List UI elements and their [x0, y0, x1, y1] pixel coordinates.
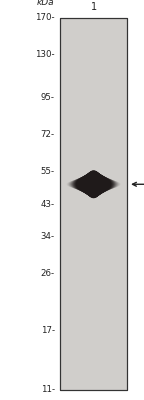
Ellipse shape — [76, 174, 111, 194]
Ellipse shape — [74, 176, 113, 193]
Text: 17-: 17- — [41, 326, 55, 335]
Ellipse shape — [74, 175, 113, 193]
Bar — [60, 18, 127, 390]
Ellipse shape — [82, 172, 105, 197]
Text: 55-: 55- — [41, 167, 55, 176]
Ellipse shape — [75, 175, 112, 194]
Ellipse shape — [71, 177, 116, 192]
Ellipse shape — [85, 170, 102, 198]
Text: 170-: 170- — [35, 14, 55, 22]
Ellipse shape — [77, 174, 111, 194]
Text: 1: 1 — [91, 2, 97, 12]
Ellipse shape — [70, 177, 117, 192]
Ellipse shape — [83, 172, 105, 197]
Ellipse shape — [79, 173, 109, 195]
Ellipse shape — [85, 170, 102, 198]
Bar — [60, 18, 127, 390]
Ellipse shape — [69, 178, 118, 191]
Ellipse shape — [80, 173, 108, 196]
Ellipse shape — [79, 173, 108, 196]
Text: 26-: 26- — [41, 269, 55, 278]
Text: 130-: 130- — [35, 50, 55, 59]
Ellipse shape — [84, 171, 104, 198]
Ellipse shape — [69, 177, 118, 191]
Ellipse shape — [77, 174, 110, 195]
Ellipse shape — [81, 172, 107, 196]
Ellipse shape — [72, 176, 115, 192]
Ellipse shape — [78, 174, 109, 195]
Ellipse shape — [80, 173, 107, 196]
Ellipse shape — [83, 171, 104, 197]
Ellipse shape — [81, 172, 106, 196]
Ellipse shape — [84, 171, 103, 198]
Text: 72-: 72- — [41, 130, 55, 139]
Text: 43-: 43- — [41, 200, 55, 209]
Ellipse shape — [71, 176, 116, 192]
Ellipse shape — [76, 174, 111, 194]
Ellipse shape — [73, 176, 114, 193]
Ellipse shape — [72, 176, 115, 192]
Text: 95-: 95- — [41, 92, 55, 102]
Ellipse shape — [75, 175, 112, 194]
Text: 34-: 34- — [41, 232, 55, 241]
Text: kDa: kDa — [37, 0, 55, 7]
Text: 11-: 11- — [41, 386, 55, 394]
Ellipse shape — [78, 174, 110, 195]
Ellipse shape — [85, 171, 103, 198]
Ellipse shape — [70, 177, 117, 191]
Ellipse shape — [82, 172, 106, 196]
Ellipse shape — [73, 176, 114, 193]
